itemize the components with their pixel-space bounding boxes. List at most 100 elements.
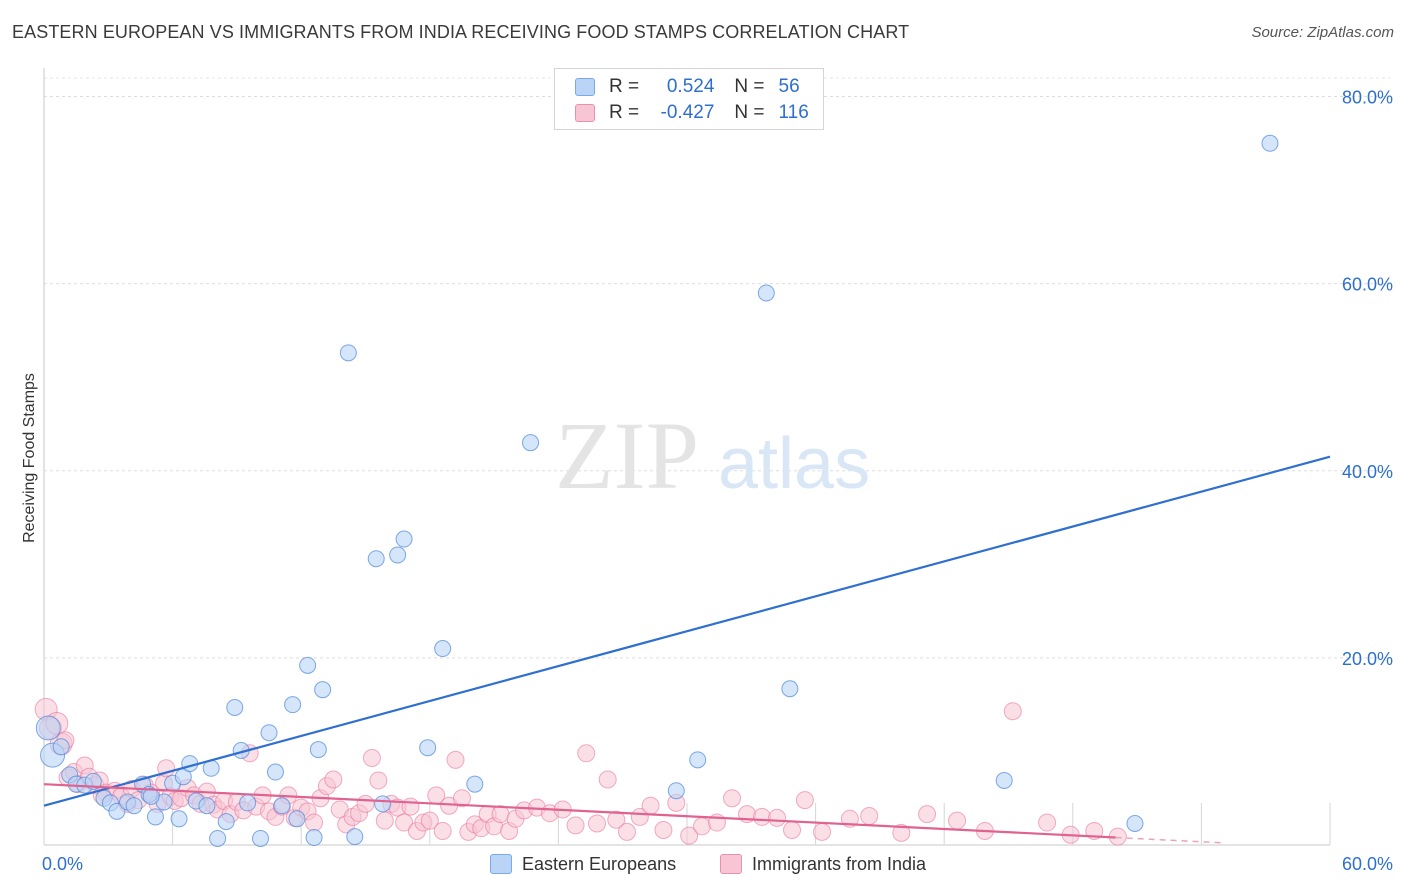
data-point-india: [375, 811, 394, 830]
legend-swatch-blue: [490, 854, 512, 874]
data-point-eastern-european: [239, 794, 257, 812]
data-point-eastern-european: [284, 696, 302, 714]
legend-swatch-blue: [575, 78, 595, 96]
data-point-india: [617, 822, 636, 841]
data-point-eastern-european: [209, 829, 227, 847]
data-point-india: [795, 791, 814, 810]
legend-row-immigrants-from-india: R = -0.427 N = 116: [575, 102, 809, 124]
data-point-eastern-european: [299, 656, 317, 674]
data-point-india: [305, 813, 324, 832]
data-point-india: [654, 821, 673, 840]
data-point-eastern-european: [667, 782, 685, 800]
x-tick-label: 0.0%: [42, 854, 83, 874]
data-point-eastern-european: [170, 810, 188, 828]
data-point-eastern-european: [142, 787, 160, 805]
data-point-eastern-european: [314, 681, 332, 699]
data-point-eastern-european: [689, 751, 707, 769]
trend-line-immigrants-from-india: [43, 783, 1116, 839]
trend-lines: [43, 455, 1331, 844]
r-label: R =: [609, 102, 640, 123]
legend-label-immigrants-from-india: Immigrants from India: [752, 853, 927, 874]
source-label: Source: ZipAtlas.com: [1251, 24, 1394, 41]
data-point-eastern-european: [288, 810, 306, 828]
legend-row-eastern-europeans: R = 0.524 N = 56: [575, 76, 800, 98]
data-point-india: [433, 821, 452, 840]
data-point-eastern-european: [995, 771, 1013, 789]
data-point-eastern-european: [389, 546, 407, 564]
data-point-eastern-european: [309, 741, 327, 759]
grid-lines: [44, 77, 1392, 659]
legend-swatch-pink: [720, 854, 742, 874]
data-point-eastern-european: [1126, 814, 1144, 832]
data-point-india: [948, 811, 967, 830]
n-label: N =: [734, 102, 765, 123]
data-point-india: [860, 806, 879, 825]
data-point-india: [446, 750, 465, 769]
y-tick-label: 40.0%: [1342, 462, 1393, 482]
data-point-eastern-european: [217, 813, 235, 831]
data-point-india: [768, 808, 787, 827]
data-point-eastern-european: [226, 698, 244, 716]
trend-line-eastern-europeans: [43, 455, 1331, 807]
n-value: 56: [778, 76, 800, 97]
data-point-india: [607, 810, 626, 829]
data-point-india: [1003, 702, 1022, 721]
watermark: ZIP atlas: [555, 402, 870, 509]
data-point-eastern-european: [260, 724, 278, 742]
bottom-legend-eastern-europeans: Eastern Europeans: [490, 852, 676, 876]
data-point-eastern-european: [273, 797, 291, 815]
data-point-india: [587, 814, 606, 833]
data-point-eastern-european: [466, 775, 484, 793]
r-value: -0.427: [660, 102, 715, 123]
data-point-eastern-european: [52, 738, 70, 756]
data-point-eastern-european: [419, 739, 437, 757]
data-point-eastern-european: [339, 344, 357, 362]
watermark-atlas: atlas: [718, 424, 870, 504]
data-point-eastern-european: [522, 434, 540, 452]
data-point-eastern-european: [198, 797, 216, 815]
data-point-india: [362, 748, 381, 767]
data-point-eastern-european: [125, 797, 143, 815]
data-point-india: [680, 826, 699, 845]
correlation-legend: R = 0.524 N = 56 R = -0.427 N = 116: [554, 68, 824, 130]
data-point-india: [369, 771, 388, 790]
data-point-india: [723, 789, 742, 808]
data-point-india: [783, 821, 802, 840]
data-point-india: [356, 794, 375, 813]
data-point-india: [813, 822, 832, 841]
data-point-india: [395, 813, 414, 832]
data-point-india: [401, 797, 420, 816]
x-tick-label: 60.0%: [1342, 854, 1393, 874]
data-point-eastern-european: [35, 715, 61, 741]
data-point-eastern-european: [367, 550, 385, 568]
tick-labels: 20.0% 40.0% 60.0% 80.0% 0.0% 60.0%: [42, 88, 1393, 875]
data-point-eastern-european: [266, 763, 284, 781]
r-label: R =: [609, 76, 640, 97]
chart-title: EASTERN EUROPEAN VS IMMIGRANTS FROM INDI…: [12, 22, 910, 42]
data-point-eastern-european: [1261, 134, 1279, 152]
legend-swatch-pink: [575, 104, 595, 122]
watermark-zip: ZIP: [555, 402, 699, 509]
data-point-india: [892, 823, 911, 842]
y-tick-label: 20.0%: [1342, 649, 1393, 669]
n-value: 116: [778, 102, 809, 123]
data-point-eastern-european: [395, 530, 413, 548]
series-immigrants-from-india: [34, 697, 1127, 846]
data-point-eastern-european: [305, 829, 323, 847]
data-point-india: [693, 817, 712, 836]
data-point-eastern-european: [108, 802, 126, 820]
n-label: N =: [734, 76, 765, 97]
data-point-india: [598, 770, 617, 789]
y-tick-label: 60.0%: [1342, 275, 1393, 295]
data-point-india: [420, 811, 439, 830]
data-point-eastern-european: [757, 284, 775, 302]
data-point-india: [566, 816, 585, 835]
r-value: 0.524: [666, 76, 715, 97]
y-tick-label: 80.0%: [1342, 88, 1393, 108]
data-point-eastern-european: [146, 808, 164, 826]
bottom-legend-immigrants-from-india: Immigrants from India: [720, 852, 926, 876]
data-point-eastern-european: [346, 828, 364, 846]
data-point-india: [753, 807, 772, 826]
data-point-india: [641, 796, 660, 815]
